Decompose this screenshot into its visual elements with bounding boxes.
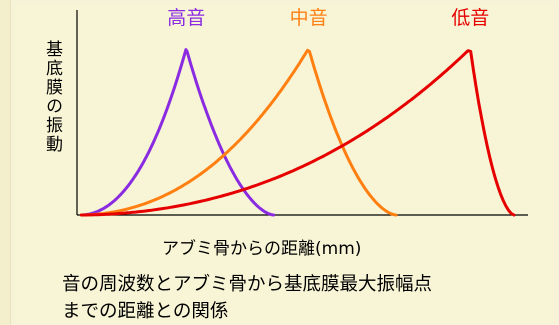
caption-line-2: までの距離との関係	[62, 301, 229, 322]
series-line-2	[79, 48, 398, 217]
caption-line-1: 音の周波数とアブミ骨から基底膜最大振幅点	[62, 274, 433, 295]
chart-panel: 基底膜の振動 高音 中音 低音 アブミ骨からの距離(mm) 音の周波数とアブミ骨から基…	[14, 4, 554, 322]
left-border-strip	[0, 0, 11, 325]
y-axis-label: 基底膜の振動	[42, 40, 63, 154]
series-line-3	[79, 49, 516, 217]
series-label-2: 中音	[290, 7, 328, 29]
series-label-1: 高音	[167, 7, 205, 29]
figure-caption: 音の周波数とアブミ骨から基底膜最大振幅点 までの距離との関係	[62, 271, 432, 325]
series-line-1	[79, 48, 276, 217]
chart-plot: 基底膜の振動 高音 中音 低音	[42, 7, 528, 217]
series-label-3: 低音	[451, 7, 489, 29]
x-axis-label: アブミ骨からの距離(mm)	[162, 239, 362, 259]
